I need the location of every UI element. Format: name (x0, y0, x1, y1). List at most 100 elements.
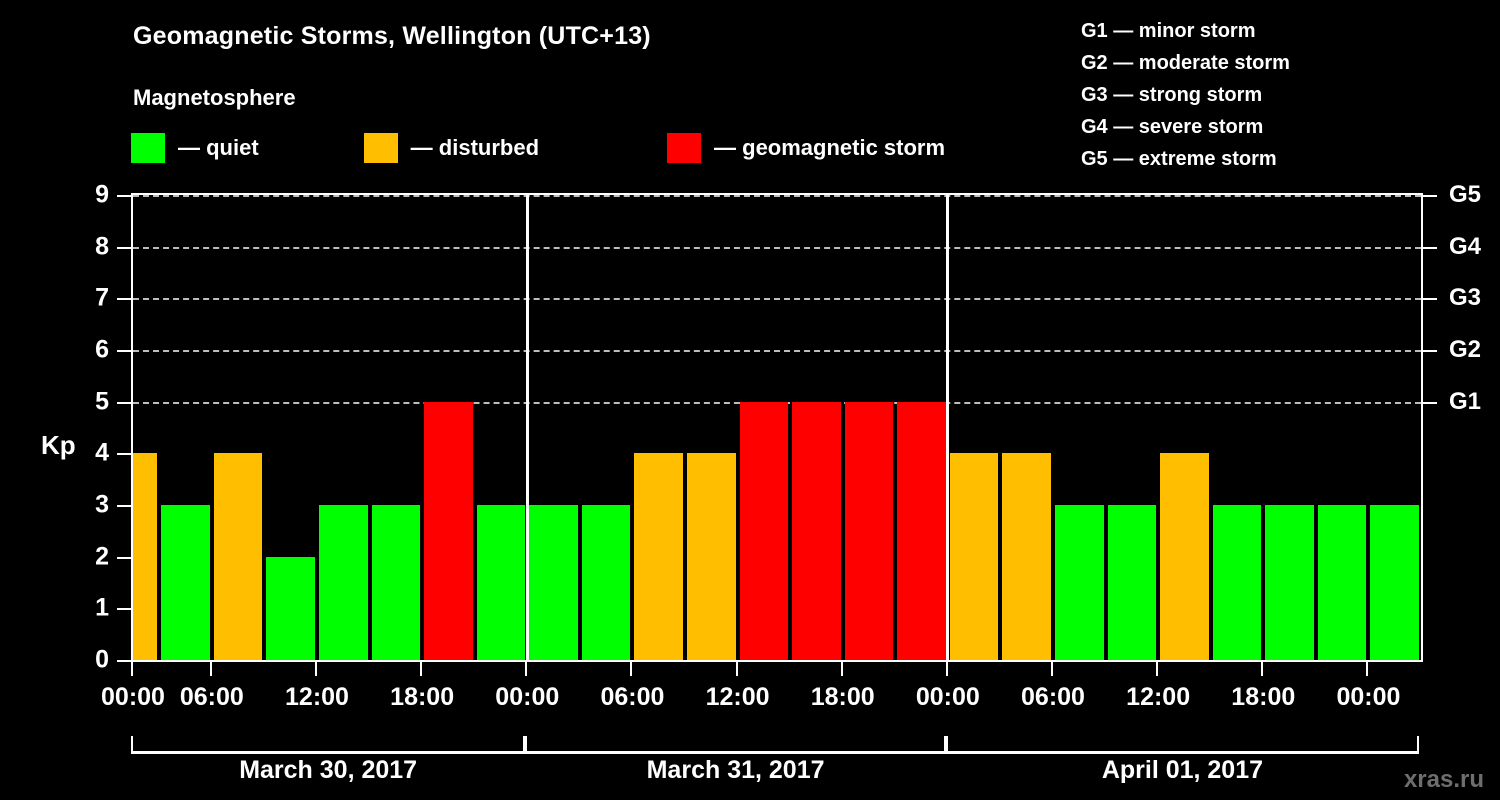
bar (1265, 505, 1314, 660)
y-tick-mark-0 (117, 660, 131, 662)
y-tick-label-2: 2 (95, 542, 109, 571)
x-tick-label-11: 18:00 (1231, 683, 1296, 711)
plot-area (131, 193, 1423, 662)
y-tick-mark-4 (117, 453, 131, 456)
y-tick-label-5: 5 (95, 387, 109, 416)
bar (844, 401, 894, 660)
x-tick-label-4: 00:00 (495, 683, 560, 711)
y-tick-label-9: 9 (95, 180, 109, 209)
y-tick-mark-2 (117, 556, 131, 559)
y-tick-mark-8 (117, 246, 131, 249)
bar (897, 401, 946, 660)
bar (792, 401, 841, 660)
bar-series (133, 195, 1421, 660)
x-tick-mark-8 (945, 662, 948, 676)
x-tick-label-5: 06:00 (600, 683, 665, 711)
y-axis: 0 1 2 3 4 5 6 7 8 9 (0, 181, 131, 674)
gridline-kp-9 (133, 195, 1421, 197)
x-tick-label-6: 12:00 (705, 683, 770, 711)
day-label-1: March 30, 2017 (239, 756, 418, 784)
gridline-kp-6 (133, 350, 1421, 352)
x-tick-mark-0 (131, 662, 133, 676)
g-scale-axis: G1 G2 G3 G4 G5 (1423, 181, 1500, 662)
g-tick-mark-g5 (1423, 195, 1437, 197)
y-tick-mark-5 (117, 401, 131, 404)
bar (1002, 453, 1051, 660)
x-tick-label-3: 18:00 (390, 683, 455, 711)
x-tick-label-10: 12:00 (1126, 683, 1191, 711)
x-tick-label-1: 06:00 (179, 683, 244, 711)
bar (1370, 505, 1419, 660)
g-tick-label-g1: G1 (1449, 387, 1482, 415)
g-tick-mark-g4 (1423, 246, 1437, 249)
x-tick-label-2: 12:00 (285, 683, 349, 711)
bar (1317, 505, 1367, 660)
bar (687, 453, 736, 660)
gscale-row-g4: G4 — severe storm (1081, 116, 1264, 138)
day-brackets (131, 736, 1423, 754)
bar (319, 505, 368, 660)
g-tick-label-g5: G5 (1449, 181, 1482, 208)
bar (581, 505, 631, 660)
gscale-row-g3: G3 — strong storm (1081, 84, 1263, 106)
bar (213, 453, 263, 660)
x-tick-mark-10 (1156, 662, 1159, 676)
gscale-row-g5: G5 — extreme storm (1081, 148, 1277, 170)
legend-label-quiet: — quiet (178, 135, 259, 160)
day-label-3: April 01, 2017 (1101, 756, 1264, 784)
y-tick-label-8: 8 (95, 232, 109, 261)
day-divider-1 (525, 195, 529, 660)
y-tick-mark-6 (117, 350, 131, 352)
g-tick-mark-g1 (1423, 401, 1437, 404)
x-tick-mark-4 (525, 662, 528, 676)
x-tick-label-12: 00:00 (1336, 683, 1401, 711)
legend-entry-disturbed: — disturbed (363, 133, 540, 163)
bar (1160, 453, 1209, 660)
bar (949, 453, 999, 660)
legend-swatch-disturbed (363, 133, 398, 163)
gscale-row-g2: G2 — moderate storm (1081, 52, 1290, 74)
gscale-row-g1: G1 — minor storm (1081, 20, 1256, 42)
x-tick-label-9: 06:00 (1021, 683, 1085, 711)
bar (371, 505, 421, 660)
y-tick-label-7: 7 (95, 283, 109, 312)
gridline-kp-8 (133, 246, 1421, 249)
x-tick-mark-3 (420, 662, 423, 676)
x-tick-mark-7 (840, 662, 843, 676)
page-title: Geomagnetic Storms, Wellington (UTC+13) (133, 22, 651, 50)
g-tick-label-g3: G3 (1449, 284, 1482, 312)
y-tick-label-1: 1 (95, 593, 109, 622)
legend-label-geomagnetic-storm: — geomagnetic storm (714, 135, 946, 160)
day-bracket-2 (525, 736, 946, 754)
g-tick-label-g4: G4 (1449, 232, 1482, 260)
bar (266, 556, 315, 660)
gridline-kp-7 (133, 298, 1421, 301)
x-tick-mark-11 (1261, 662, 1264, 676)
bar (1055, 505, 1104, 660)
legend-entry-geomagnetic-storm: — geomagnetic storm (667, 133, 945, 163)
bar (1212, 505, 1262, 660)
x-tick-label-8: 00:00 (915, 683, 980, 711)
y-axis-title: Kp (41, 430, 76, 460)
legend-label-disturbed: — disturbed (410, 135, 540, 160)
x-axis-labels: 00:00 06:00 12:00 18:00 00:00 06:00 12:00 18:00… (0, 683, 1500, 723)
g-tick-mark-g2 (1423, 350, 1437, 352)
x-tick-mark-9 (1051, 662, 1053, 676)
legend-swatch-geomagnetic-storm (667, 133, 702, 163)
day-labels: March 30, 2017 March 31, 2017 April 01, 20… (131, 756, 1423, 796)
x-tick-mark-2 (315, 662, 317, 676)
y-tick-mark-1 (117, 608, 131, 611)
g-tick-mark-g3 (1423, 298, 1437, 301)
x-tick-mark-6 (735, 662, 738, 676)
legend-swatch-quiet (131, 133, 165, 163)
bar (739, 401, 789, 660)
bar (1107, 505, 1157, 660)
y-tick-mark-3 (117, 505, 131, 507)
y-tick-mark-7 (117, 298, 131, 301)
bar (634, 453, 683, 660)
y-tick-label-0: 0 (95, 645, 109, 674)
bar (476, 505, 526, 660)
g-tick-label-g2: G2 (1449, 336, 1482, 363)
watermark: xras.ru (1403, 766, 1484, 793)
x-tick-mark-1 (209, 662, 212, 676)
